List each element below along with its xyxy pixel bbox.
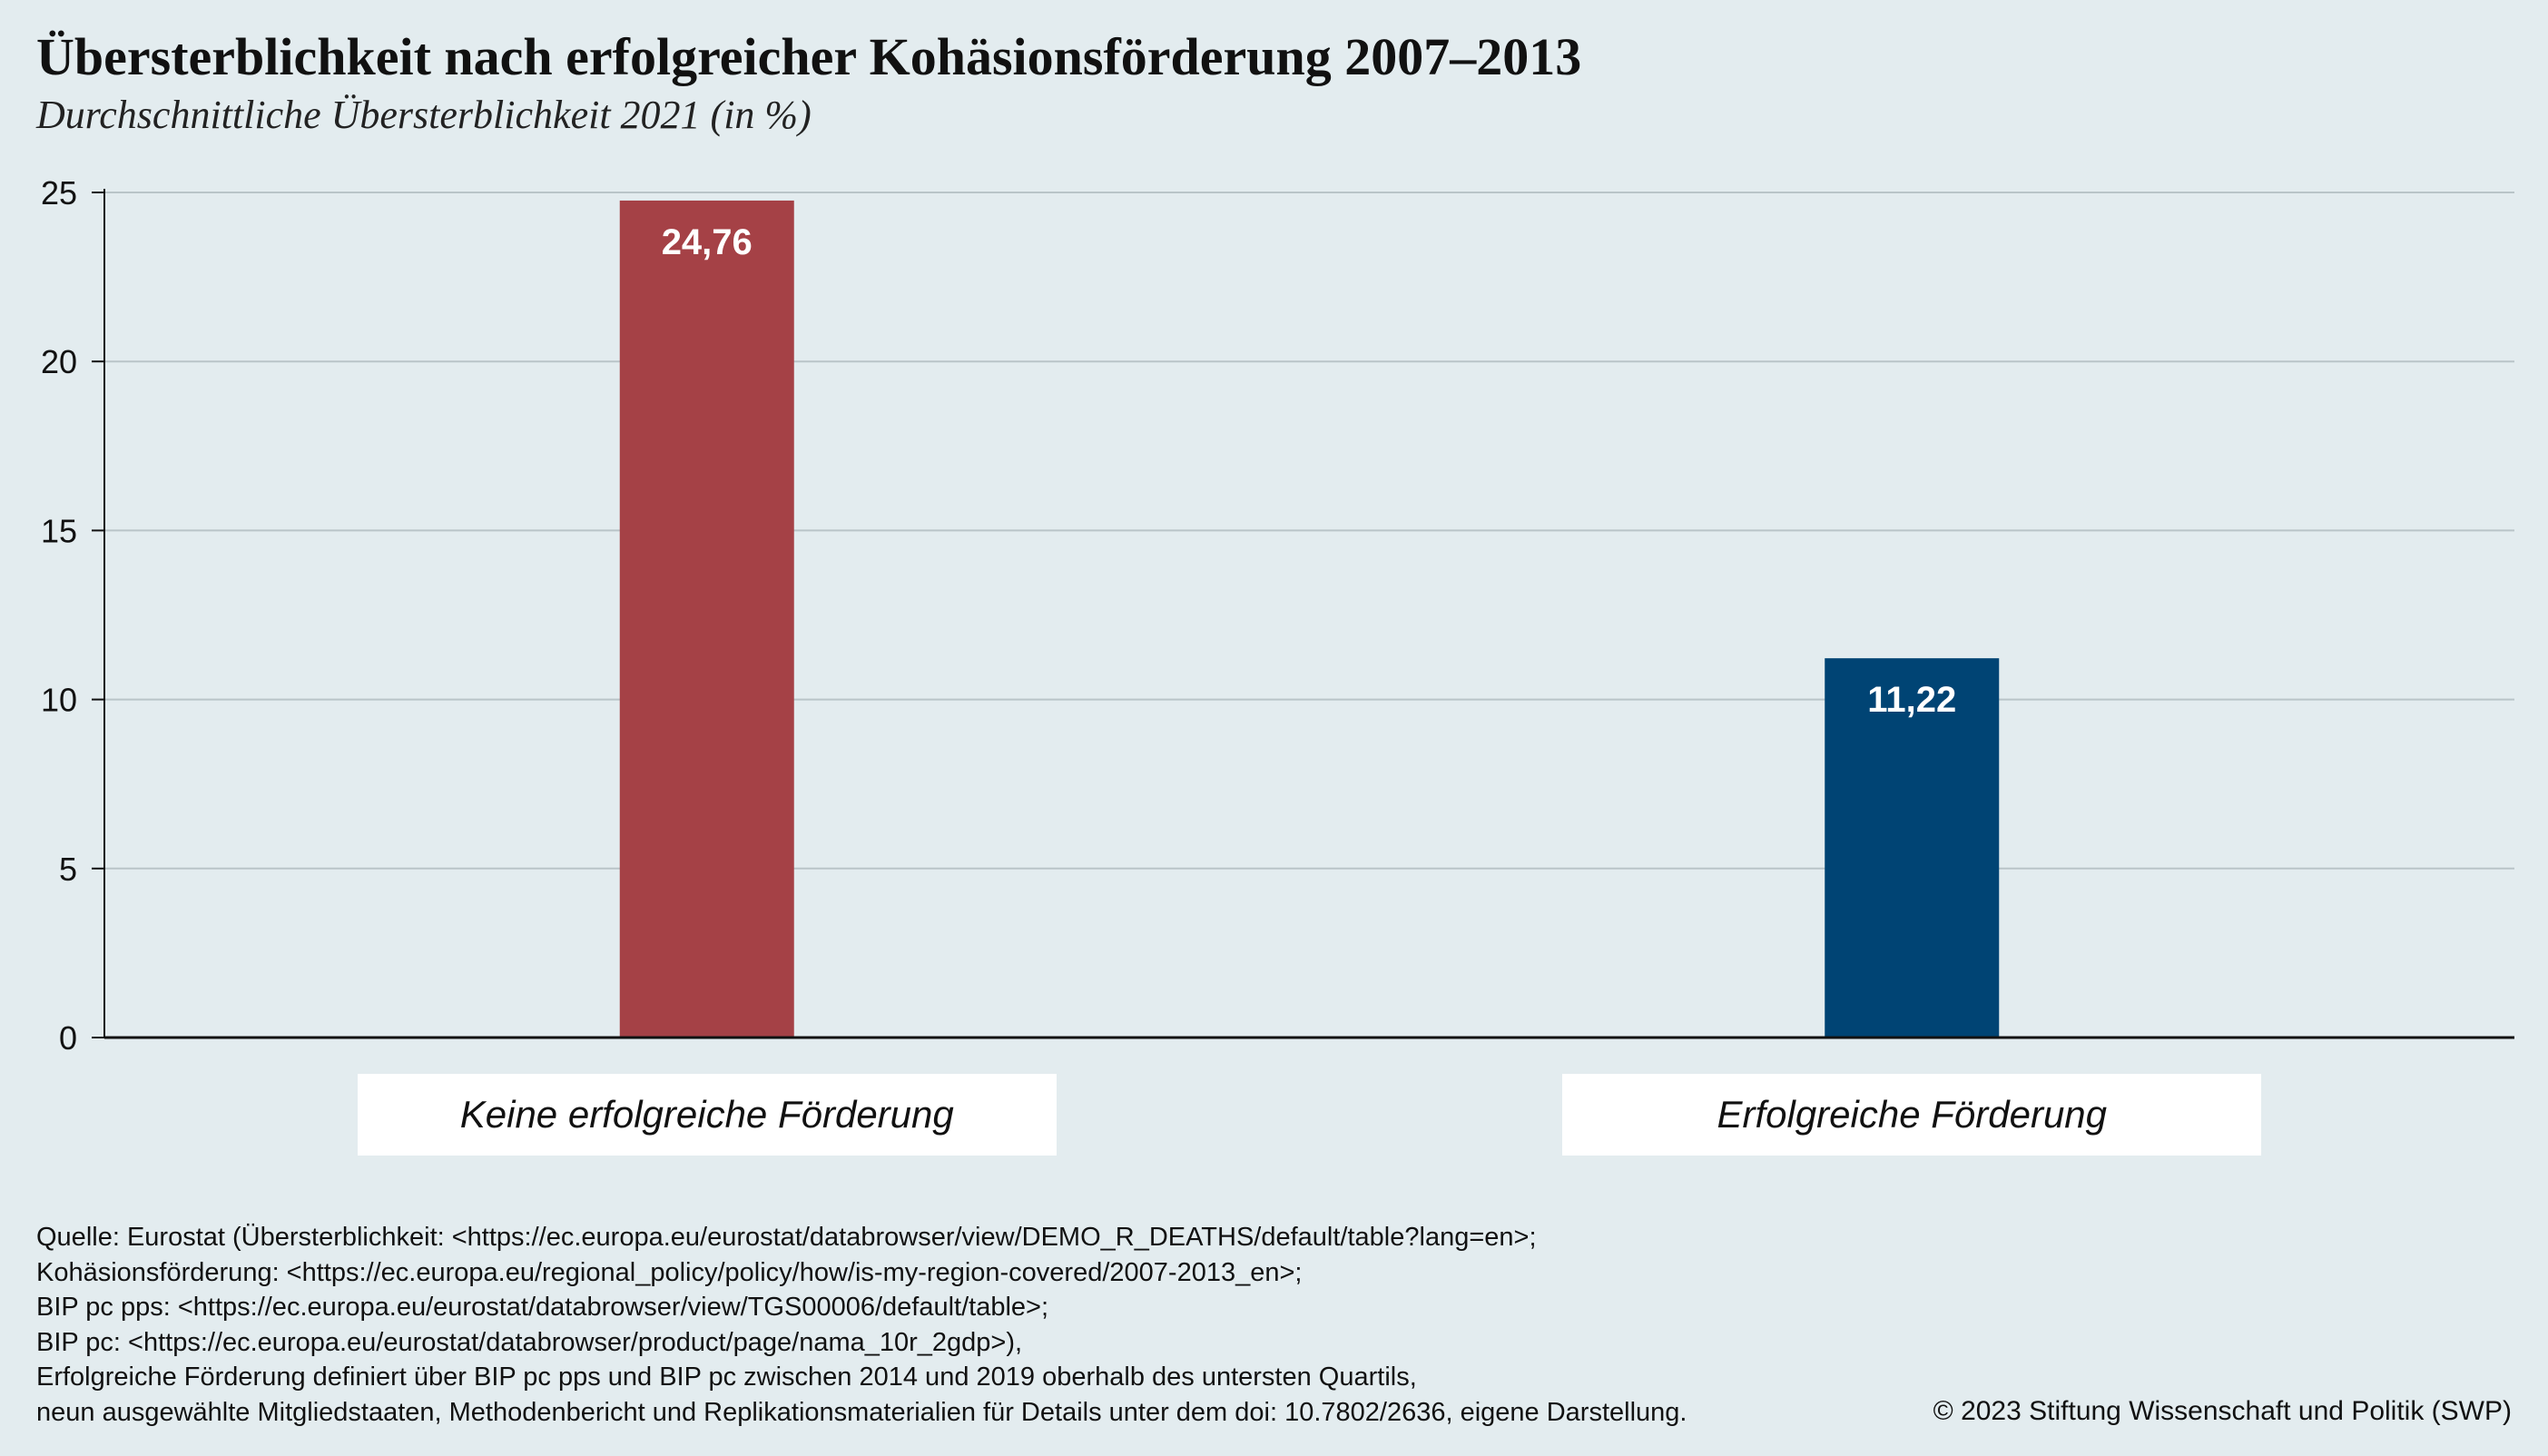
source-line: Quelle: Eurostat (Übersterblichkeit: <ht…	[36, 1223, 1537, 1252]
y-tick-label: 0	[59, 1019, 77, 1057]
chart-subtitle: Durchschnittliche Übersterblichkeit 2021…	[36, 93, 812, 137]
category-label-erfolgreiche-foerderung: Erfolgreiche Förderung	[1562, 1074, 2262, 1156]
source-line: BIP pc: <https://ec.europa.eu/eurostat/d…	[36, 1327, 1023, 1357]
copyright-notice: © 2023 Stiftung Wissenschaft und Politik…	[1933, 1396, 2512, 1426]
data-label-1: 11,22	[1867, 680, 1956, 720]
data-label-0: 24,76	[662, 222, 753, 262]
source-notes: Quelle: Eurostat (Übersterblichkeit: <ht…	[36, 1220, 1687, 1430]
chart-title: Übersterblichkeit nach erfolgreicher Koh…	[36, 27, 1582, 86]
y-tick-label: 10	[41, 682, 77, 719]
y-tick-label: 15	[41, 512, 77, 549]
y-tick-label: 20	[41, 343, 77, 380]
source-line: Kohäsionsförderung: <https://ec.europa.e…	[36, 1257, 1303, 1287]
y-tick-label: 5	[59, 851, 77, 888]
bar-0	[619, 200, 794, 1038]
bar-1	[1825, 658, 2000, 1038]
y-tick-label: 25	[41, 174, 77, 212]
source-line: neun ausgewählte Mitgliedstaaten, Method…	[36, 1397, 1687, 1427]
source-line: BIP pc pps: <https://ec.europa.eu/eurost…	[36, 1293, 1049, 1322]
category-label-keine-erfolgreiche-foerderung: Keine erfolgreiche Förderung	[357, 1074, 1057, 1156]
source-line: Erfolgreiche Förderung definiert über BI…	[36, 1363, 1417, 1392]
